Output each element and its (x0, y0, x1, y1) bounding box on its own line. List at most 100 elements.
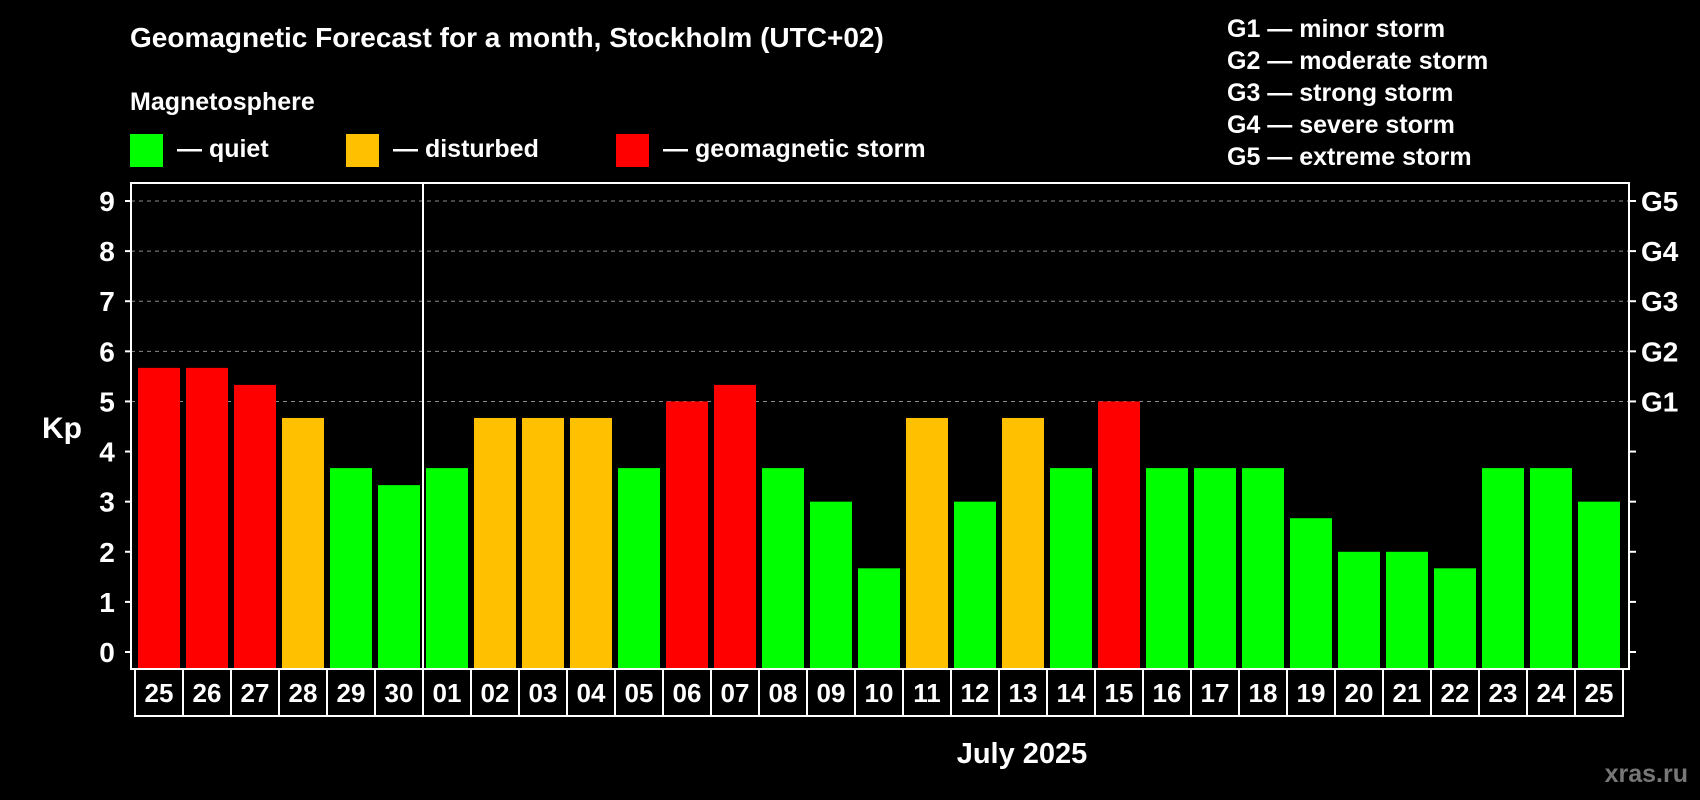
bar-11 (666, 401, 708, 669)
date-label-10: 05 (625, 678, 654, 708)
date-label-7: 02 (481, 678, 510, 708)
y-tick-label-1: 1 (99, 587, 115, 618)
storm-level-label-g2: G2 (1641, 336, 1678, 367)
bar-26 (1386, 551, 1428, 669)
storm-level-label-g4: G4 (1641, 236, 1679, 267)
bar-17 (954, 501, 996, 669)
date-label-14: 09 (817, 678, 846, 708)
date-label-15: 10 (865, 678, 894, 708)
bar-19 (1050, 468, 1092, 669)
date-label-16: 11 (913, 678, 941, 708)
y-tick-label-4: 4 (99, 437, 115, 468)
bar-10 (618, 468, 660, 669)
legend-swatch-disturbed (346, 134, 379, 167)
storm-scale-g2: G2 — moderate storm (1227, 47, 1488, 75)
date-label-20: 15 (1105, 678, 1134, 708)
date-axis-frame (134, 668, 1624, 717)
y-axis-ticks: 0 1 2 3 4 5 6 7 8 9 (99, 186, 131, 668)
date-label-30: 25 (1585, 678, 1614, 708)
storm-scale-g4: G4 — severe storm (1227, 111, 1455, 139)
date-label-17: 12 (961, 678, 990, 708)
watermark: xras.ru (1605, 760, 1688, 788)
y-tick-label-5: 5 (99, 386, 115, 417)
date-label-25: 20 (1345, 678, 1374, 708)
date-label-8: 03 (529, 678, 558, 708)
bar-27 (1434, 568, 1476, 669)
bar-8 (522, 417, 564, 669)
date-label-3: 28 (289, 678, 318, 708)
y-tick-label-3: 3 (99, 487, 115, 518)
storm-scale-g1: G1 — minor storm (1227, 15, 1445, 43)
bar-23 (1242, 468, 1284, 669)
date-label-1: 26 (193, 678, 222, 708)
date-label-18: 13 (1009, 678, 1038, 708)
date-label-9: 04 (577, 678, 606, 708)
bar-12 (714, 384, 756, 669)
bar-7 (474, 417, 516, 669)
legend-label-quiet: — quiet (177, 135, 269, 163)
bar-3 (282, 417, 324, 669)
chart-title: Geomagnetic Forecast for a month, Stockh… (130, 22, 884, 53)
y-tick-label-6: 6 (99, 336, 115, 367)
bar-1 (186, 367, 228, 669)
date-label-5: 30 (385, 678, 414, 708)
legend-label-disturbed: — disturbed (393, 135, 539, 163)
bar-6 (426, 468, 468, 669)
y-tick-label-8: 8 (99, 236, 115, 267)
bars (138, 367, 1620, 669)
y-tick-label-9: 9 (99, 186, 115, 217)
bar-24 (1290, 518, 1332, 669)
bar-13 (762, 468, 804, 669)
date-label-12: 07 (721, 678, 750, 708)
date-label-28: 23 (1489, 678, 1518, 708)
legend: — quiet — disturbed — geomagnetic storm (130, 134, 926, 167)
storm-level-label-g1: G1 (1641, 386, 1678, 417)
date-label-13: 08 (769, 678, 798, 708)
bar-9 (570, 417, 612, 669)
date-label-26: 21 (1393, 678, 1422, 708)
bar-16 (906, 417, 948, 669)
bar-15 (858, 568, 900, 669)
legend-title: Magnetosphere (130, 88, 315, 116)
date-label-24: 19 (1297, 678, 1326, 708)
date-label-23: 18 (1249, 678, 1278, 708)
bar-29 (1530, 468, 1572, 669)
date-axis: 25 26 27 28 29 30 01 02 03 04 05 06 07 08 09 10 11 12 13 14… (134, 668, 1624, 717)
storm-scale-legend: G1 — minor storm G2 — moderate storm G3 … (1227, 15, 1488, 171)
date-label-21: 16 (1153, 678, 1182, 708)
y-axis-label: Kp (42, 412, 82, 445)
date-label-0: 25 (145, 678, 174, 708)
bar-4 (330, 468, 372, 669)
date-label-29: 24 (1537, 678, 1566, 708)
bar-28 (1482, 468, 1524, 669)
bar-2 (234, 384, 276, 669)
storm-level-label-g5: G5 (1641, 186, 1678, 217)
legend-swatch-quiet (130, 134, 163, 167)
y-tick-label-7: 7 (99, 286, 115, 317)
date-label-22: 17 (1201, 678, 1230, 708)
y-tick-label-0: 0 (99, 637, 115, 668)
date-label-2: 27 (241, 678, 270, 708)
bar-18 (1002, 417, 1044, 669)
bar-20 (1098, 401, 1140, 669)
x-axis-label: July 2025 (957, 738, 1088, 770)
legend-label-storm: — geomagnetic storm (663, 135, 926, 163)
bar-14 (810, 501, 852, 669)
storm-level-axis: G1 G2 G3 G4 G5 (1629, 186, 1679, 653)
legend-swatch-storm (616, 134, 649, 167)
bar-22 (1194, 468, 1236, 669)
bar-21 (1146, 468, 1188, 669)
storm-level-label-g3: G3 (1641, 286, 1678, 317)
date-label-6: 01 (433, 678, 462, 708)
date-label-27: 22 (1441, 678, 1470, 708)
y-tick-label-2: 2 (99, 537, 115, 568)
date-label-11: 06 (673, 678, 702, 708)
bar-0 (138, 367, 180, 669)
storm-scale-g3: G3 — strong storm (1227, 79, 1453, 107)
grid-lines (131, 200, 1629, 402)
date-label-19: 14 (1057, 678, 1086, 708)
bar-25 (1338, 551, 1380, 669)
bar-5 (378, 485, 420, 669)
bar-30 (1578, 501, 1620, 669)
